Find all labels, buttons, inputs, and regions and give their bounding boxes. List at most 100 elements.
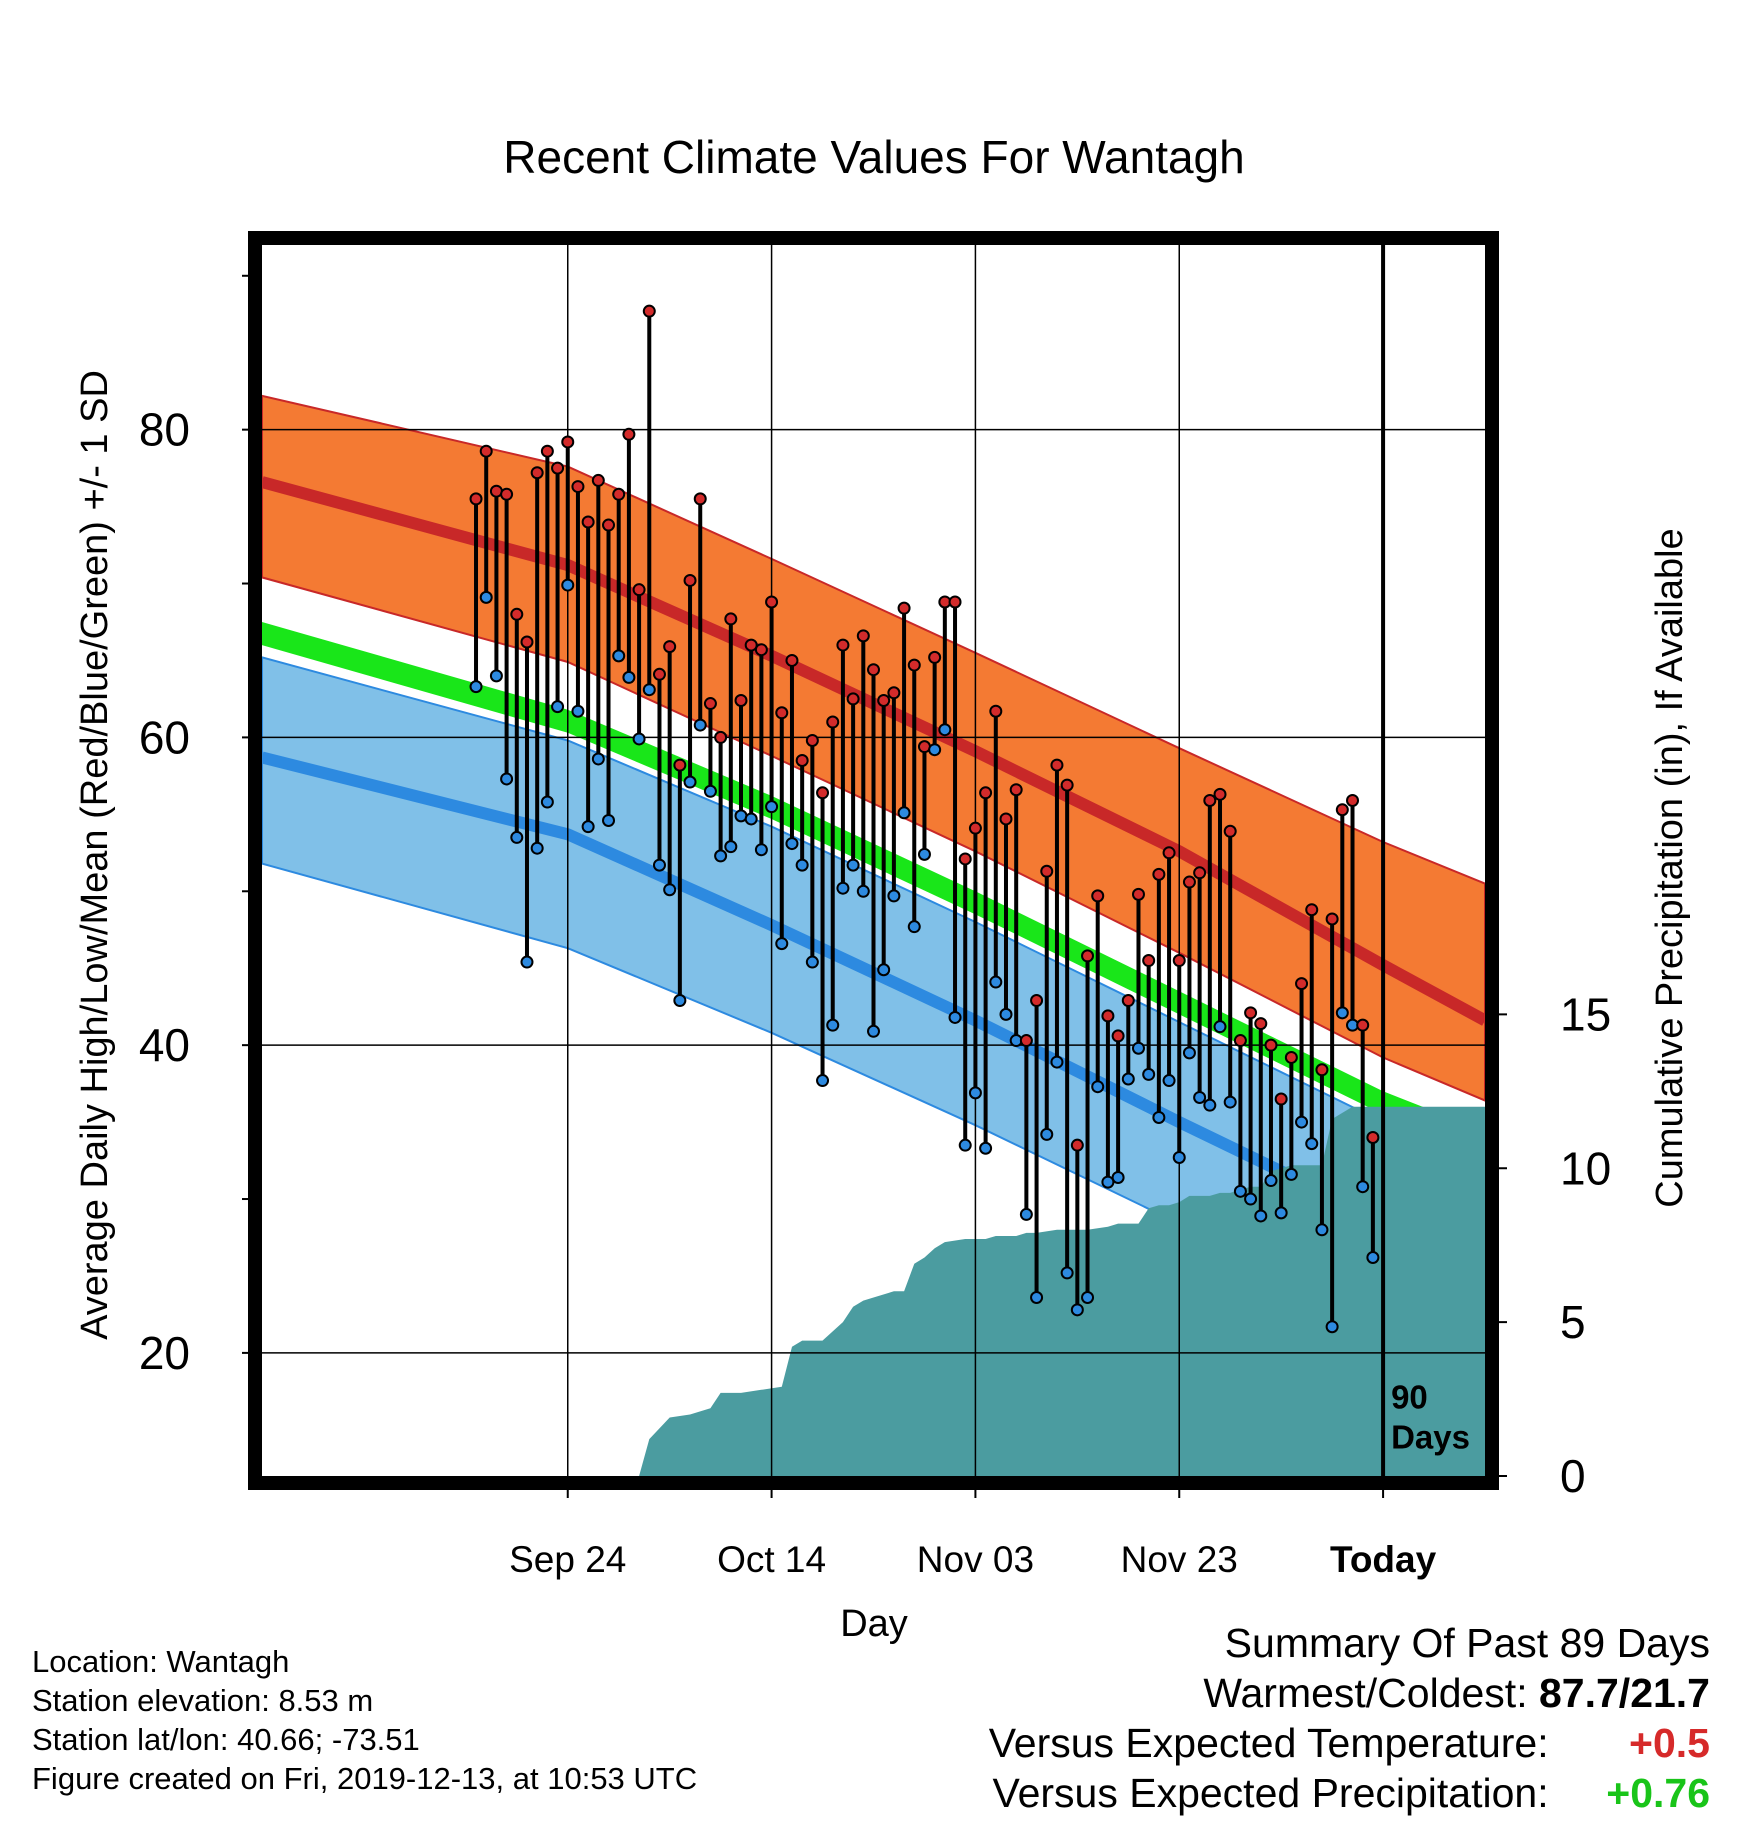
low-temp-point <box>1203 1098 1217 1112</box>
plot-border <box>248 231 1499 1490</box>
high-temp-point <box>1101 1009 1115 1023</box>
high-temp-point <box>1152 867 1166 881</box>
high-temp-point <box>1254 1017 1268 1031</box>
x-tick-label: Today <box>1330 1539 1437 1580</box>
low-temp-point <box>785 837 799 851</box>
low-temp-point <box>765 800 779 814</box>
high-temp-point <box>999 812 1013 826</box>
high-temp-point <box>1356 1018 1370 1032</box>
high-temp-point <box>1111 1029 1125 1043</box>
low-temp-point <box>877 963 891 977</box>
low-temp-point <box>1111 1170 1125 1184</box>
low-temp-point <box>928 743 942 757</box>
low-temp-point <box>805 955 819 969</box>
low-temp-point <box>968 1086 982 1100</box>
warmest-coldest-label: Warmest/Coldest: <box>1203 1670 1528 1716</box>
low-temp-point <box>469 680 483 694</box>
y2-tick-label: 15 <box>1560 988 1611 1040</box>
low-temp-point <box>581 820 595 834</box>
low-temp-point <box>571 704 585 718</box>
high-temp-point <box>1274 1092 1288 1106</box>
y-tick-label: 80 <box>139 404 190 456</box>
low-temp-point <box>1193 1090 1207 1104</box>
low-temp-point <box>1182 1046 1196 1060</box>
low-temp-point <box>724 840 738 854</box>
x-tick-label: Nov 23 <box>1121 1539 1238 1580</box>
high-temp-point <box>836 638 850 652</box>
summary-panel: Summary Of Past 89 Days Warmest/Coldest:… <box>989 1618 1710 1818</box>
y2-tick-label: 10 <box>1560 1142 1611 1194</box>
high-temp-point <box>1162 846 1176 860</box>
high-temp-point <box>1315 1063 1329 1077</box>
high-temp-point <box>652 667 666 681</box>
low-temp-point <box>917 847 931 861</box>
high-temp-point <box>968 821 982 835</box>
high-temp-point <box>1305 903 1319 917</box>
low-temp-point <box>652 858 666 872</box>
low-temp-point <box>907 920 921 934</box>
high-temp-point <box>693 492 707 506</box>
low-temp-point <box>1040 1127 1054 1141</box>
low-temp-point <box>703 784 717 798</box>
low-temp-point <box>1233 1184 1247 1198</box>
low-temp-point <box>897 806 911 820</box>
low-temp-point <box>958 1138 972 1152</box>
high-temp-point <box>540 444 554 458</box>
high-temp-point <box>1019 1034 1033 1048</box>
low-temp-point <box>744 812 758 826</box>
y-tick-label: 40 <box>139 1019 190 1071</box>
precip-anomaly-label: Versus Expected Precipitation: <box>992 1770 1549 1816</box>
high-temp-point <box>795 753 809 767</box>
summary-heading: Summary Of Past 89 Days <box>1224 1620 1710 1666</box>
low-temp-point <box>683 775 697 789</box>
chart-title: Recent Climate Values For Wantagh <box>503 131 1244 183</box>
low-temp-point <box>754 843 768 857</box>
low-temp-point <box>561 578 575 592</box>
low-temp-point <box>520 955 534 969</box>
high-temp-point <box>602 518 616 532</box>
low-temp-point <box>1325 1320 1339 1334</box>
low-temp-point <box>663 883 677 897</box>
high-temp-point <box>887 686 901 700</box>
high-temp-point <box>979 786 993 800</box>
high-temp-point <box>561 435 575 449</box>
y-axis-label: Average Daily High/Low/Mean (Red/Blue/Gr… <box>74 370 116 1340</box>
low-temp-point <box>602 813 616 827</box>
low-temp-point <box>948 1010 962 1024</box>
high-temp-point <box>1091 889 1105 903</box>
high-temp-point <box>907 658 921 672</box>
high-temp-point <box>663 640 677 654</box>
y2-tick-label: 0 <box>1560 1450 1586 1502</box>
warmest-coldest-row: Warmest/Coldest: 87.7/21.7 <box>989 1668 1710 1718</box>
low-temp-point <box>1366 1250 1380 1264</box>
low-temp-point <box>1213 1020 1227 1034</box>
low-temp-point <box>979 1141 993 1155</box>
high-temp-point <box>1182 875 1196 889</box>
high-temp-point <box>744 638 758 652</box>
low-temp-point <box>714 849 728 863</box>
x-axis-label: Day <box>840 1603 908 1645</box>
high-temp-point <box>856 629 870 643</box>
high-temp-point <box>1203 793 1217 807</box>
high-temp-point <box>714 730 728 744</box>
low-temp-point <box>795 858 809 872</box>
high-temp-point <box>928 650 942 664</box>
low-temp-point <box>1223 1095 1237 1109</box>
high-temp-point <box>867 663 880 677</box>
y-tick-label: 60 <box>139 711 190 763</box>
low-temp-point <box>989 975 1003 989</box>
low-temp-point <box>836 881 850 895</box>
low-temp-point <box>1060 1266 1074 1280</box>
low-temp-point <box>826 1018 840 1032</box>
high-temp-point <box>877 693 891 707</box>
high-temp-point <box>530 466 544 480</box>
low-temp-point <box>856 884 870 898</box>
x-tick-label: Nov 03 <box>917 1539 1034 1580</box>
temperature-anomaly-row: Versus Expected Temperature: +0.5 <box>989 1718 1710 1768</box>
high-temp-point <box>1009 783 1023 797</box>
low-temp-point <box>1091 1080 1105 1094</box>
high-temp-point <box>1335 803 1349 817</box>
high-temp-point <box>1172 954 1186 968</box>
